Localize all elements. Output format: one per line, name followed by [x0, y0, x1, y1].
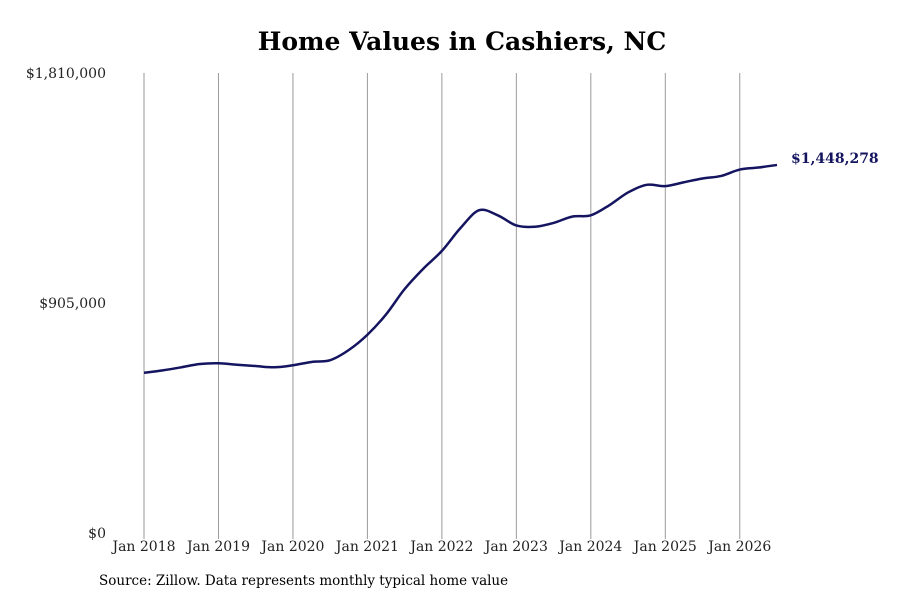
x-tick-label: Jan 2025 — [632, 539, 697, 555]
x-tick-label: Jan 2018 — [110, 539, 175, 555]
x-tick-label: Jan 2021 — [334, 539, 399, 555]
x-tick-label: Jan 2023 — [483, 539, 548, 555]
source-note: Source: Zillow. Data represents monthly … — [99, 573, 509, 589]
y-tick-label: $1,810,000 — [26, 66, 106, 82]
chart-title: Home Values in Cashiers, NC — [257, 27, 667, 56]
end-value-label: $1,448,278 — [791, 151, 879, 167]
x-tick-label: Jan 2026 — [706, 539, 771, 555]
x-tick-label: Jan 2022 — [408, 539, 473, 555]
y-tick-label: $905,000 — [39, 296, 106, 312]
y-tick-label: $0 — [88, 526, 106, 542]
x-tick-label: Jan 2020 — [259, 539, 324, 555]
x-tick-label: Jan 2019 — [185, 539, 250, 555]
x-tick-label: Jan 2024 — [557, 539, 622, 555]
series-line — [143, 163, 778, 375]
